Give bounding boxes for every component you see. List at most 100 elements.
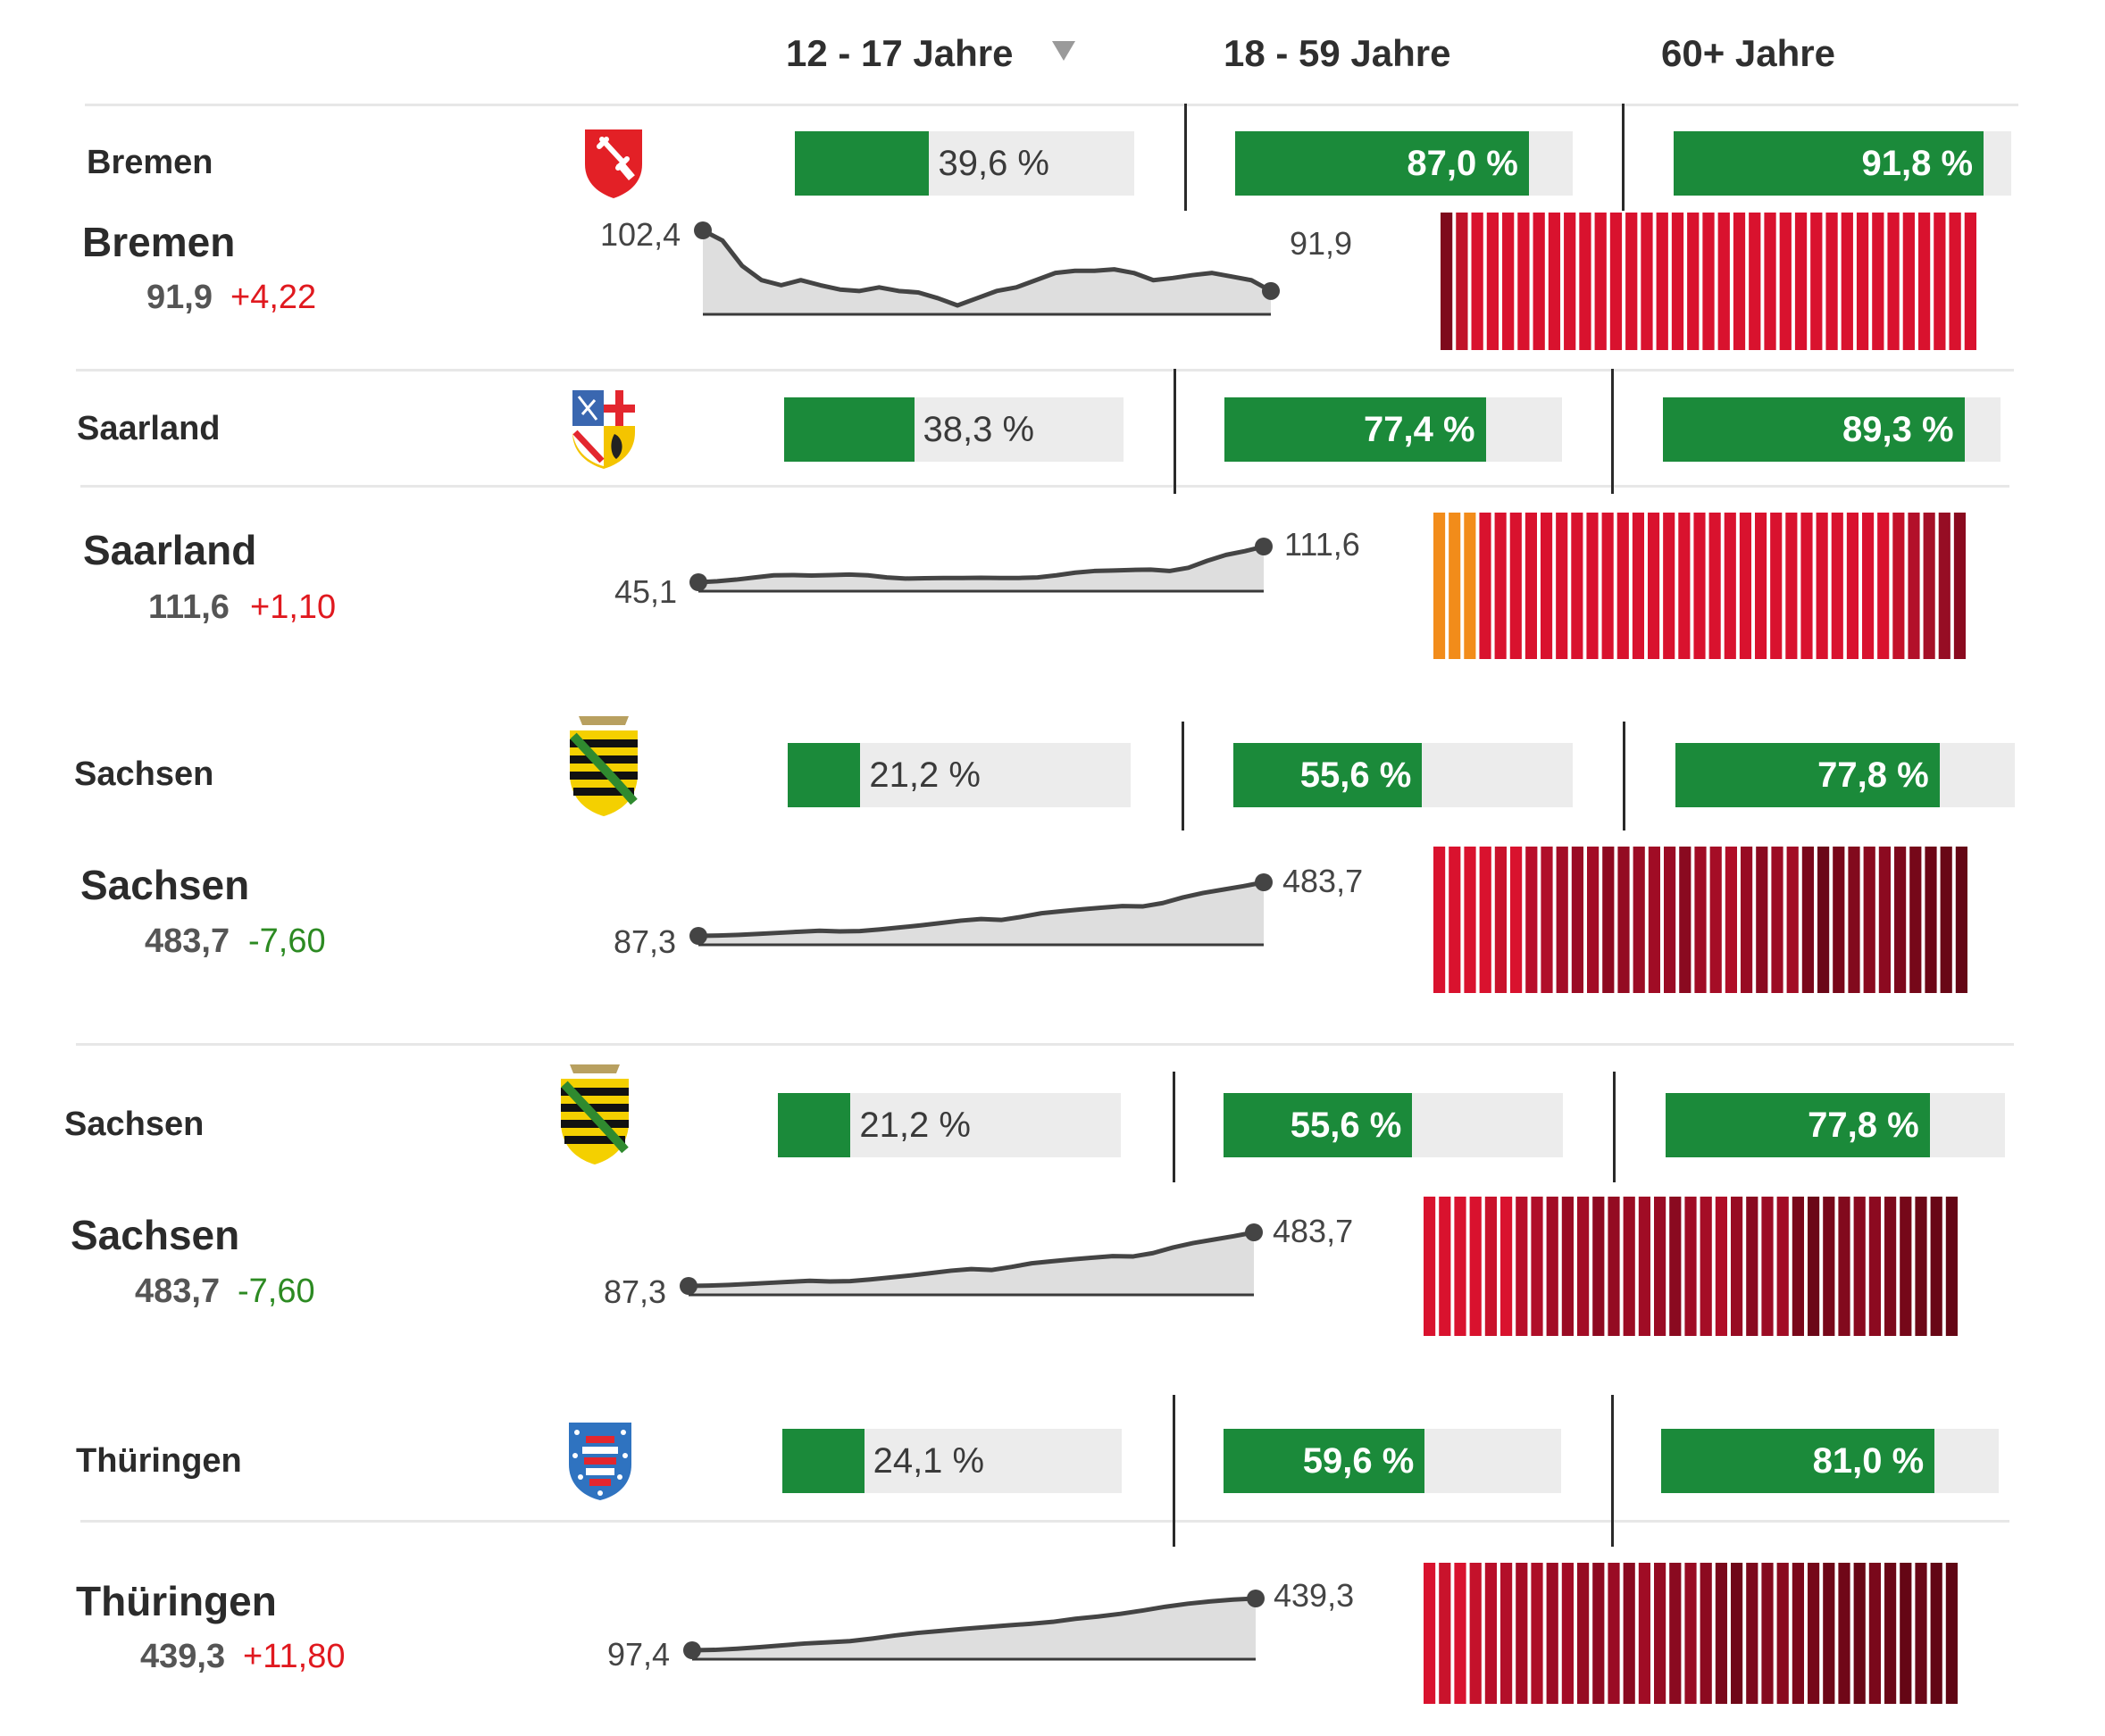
state-name[interactable]: Saarland [77, 410, 221, 447]
column-header-60plus[interactable]: 60+ Jahre [1661, 32, 1835, 74]
heat-cell [1749, 213, 1761, 350]
heat-cell [1877, 513, 1890, 659]
column-divider [1182, 722, 1184, 830]
heat-cell [1664, 847, 1676, 993]
bar-60plus: 91,8 % [1674, 131, 2011, 196]
heat-cell [1800, 513, 1813, 659]
heat-cell [1684, 1197, 1697, 1336]
heat-cell [1556, 513, 1568, 659]
heat-cell [1909, 847, 1922, 993]
heat-cell [1546, 1197, 1558, 1336]
column-divider [1622, 104, 1625, 211]
heat-cell [1693, 513, 1706, 659]
heat-cell [1602, 847, 1615, 993]
sparkline-start-dot [694, 221, 712, 239]
heat-cell [1915, 1197, 1927, 1336]
heat-cell [1633, 847, 1645, 993]
heat-cell [1439, 1197, 1451, 1336]
sort-descending-icon[interactable] [1052, 41, 1075, 61]
heat-cell [1623, 1563, 1635, 1704]
heat-cell [1761, 1197, 1774, 1336]
sparkline-line [691, 1596, 1257, 1653]
heat-cell [1779, 213, 1792, 350]
heat-cell [1494, 847, 1507, 993]
heat-cell [1469, 1563, 1482, 1704]
heat-cell [1469, 1197, 1482, 1336]
heat-cell [1808, 1563, 1820, 1704]
column-divider [1623, 722, 1625, 830]
row-divider [80, 485, 2009, 488]
heat-cell [1632, 513, 1644, 659]
heat-cell [1533, 213, 1545, 350]
bar-fill [1661, 1429, 1935, 1493]
incidence-change: -7,60 [248, 922, 326, 960]
heat-cell [1594, 213, 1607, 350]
heat-cell [1687, 213, 1700, 350]
heat-cell [1556, 847, 1568, 993]
bar-value-label: 21,2 % [869, 755, 981, 795]
bar-value-label: 81,0 % [1812, 1441, 1925, 1481]
column-header-12-17[interactable]: 12 - 17 Jahre [786, 32, 1014, 74]
bar-fill [782, 1429, 865, 1493]
row-divider [76, 369, 2014, 371]
bar-fill [1233, 743, 1423, 807]
heat-cell [1571, 513, 1583, 659]
bar-12-17: 21,2 % [778, 1093, 1121, 1157]
bar-value-label: 89,3 % [1842, 410, 1954, 449]
heat-cell [1953, 513, 1966, 659]
heat-cell [1601, 513, 1614, 659]
heat-cell [1525, 847, 1538, 993]
sparkline-end-dot [1262, 281, 1280, 300]
heat-cell [1700, 1197, 1712, 1336]
heat-cell [1656, 213, 1668, 350]
heat-cell [1524, 513, 1537, 659]
heat-cell [1949, 213, 1961, 350]
heat-cell [1577, 1563, 1590, 1704]
bremen-coat-of-arms-icon [585, 129, 642, 198]
heat-cell [1808, 1197, 1820, 1336]
heat-cell [1502, 213, 1515, 350]
state-name[interactable]: Bremen [87, 144, 213, 181]
column-divider [1174, 369, 1176, 494]
heat-cell [1464, 847, 1476, 993]
heat-cell [1715, 1197, 1727, 1336]
heat-cell [1454, 1197, 1466, 1336]
heat-cell [1884, 1563, 1897, 1704]
bar-fill [1663, 397, 1965, 462]
sparkline-line [701, 228, 1273, 308]
saarland-coat-of-arms-icon [572, 390, 635, 469]
bar-18-59: 87,0 % [1235, 131, 1573, 196]
column-divider [1184, 104, 1187, 211]
heat-cell [1517, 213, 1530, 350]
heat-cell [1454, 1563, 1466, 1704]
sparkline-area [689, 1232, 1254, 1295]
header-divider [85, 104, 2018, 106]
incidence-change: -7,60 [238, 1273, 315, 1310]
column-header-18-59[interactable]: 18 - 59 Jahre [1224, 32, 1451, 74]
heat-cell [1449, 513, 1461, 659]
heat-cell [1887, 213, 1900, 350]
sparkline-end-dot [1247, 1590, 1265, 1607]
heat-cell [1433, 513, 1446, 659]
bar-value-label: 55,6 % [1290, 1106, 1402, 1145]
sparkline-area [703, 230, 1271, 314]
bar-18-59: 55,6 % [1233, 743, 1573, 807]
state-name[interactable]: Sachsen [74, 755, 214, 793]
heat-cell [1579, 213, 1591, 350]
heat-cell [1785, 513, 1798, 659]
heat-cell [1731, 1563, 1743, 1704]
bar-18-59: 59,6 % [1224, 1429, 1561, 1493]
bar-fill [778, 1093, 851, 1157]
sparkline-end-label: 483,7 [1282, 863, 1364, 899]
heat-cell [1684, 1563, 1697, 1704]
state-name[interactable]: Thüringen [76, 1442, 242, 1480]
heat-cell [1623, 1197, 1635, 1336]
sparkline-start-dot [689, 927, 707, 945]
state-title: Sachsen [71, 1212, 240, 1258]
state-name[interactable]: Sachsen [64, 1106, 205, 1143]
bar-fill [1224, 1429, 1425, 1493]
state-title: Saarland [83, 527, 257, 573]
heat-cell [1801, 847, 1814, 993]
